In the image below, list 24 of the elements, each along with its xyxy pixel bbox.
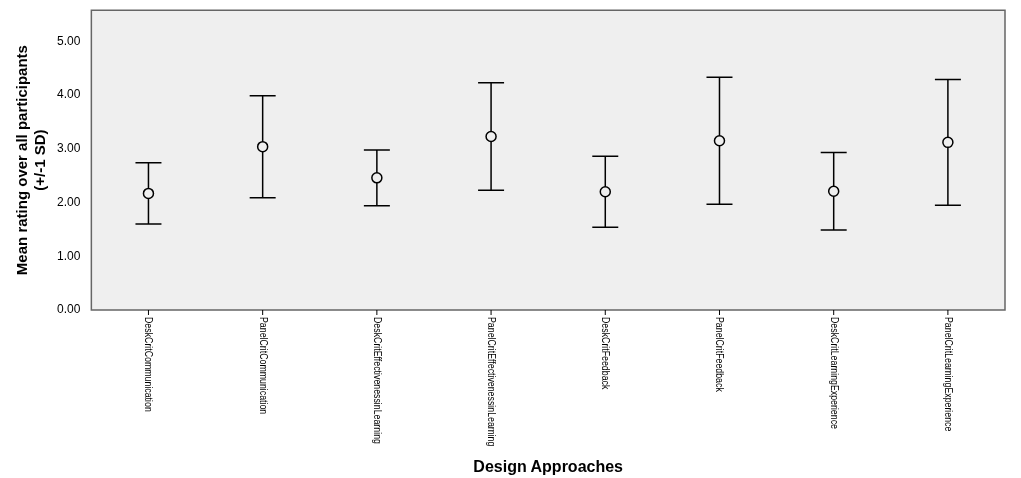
y-axis-title: Mean rating over all participants (+/-1 SD) [13,45,49,276]
y-tick-label: 2.00 [57,194,81,209]
y-tick-label: 4.00 [57,87,81,102]
point [371,172,383,184]
x-tick-label: DeskCritFeedback [600,317,613,390]
y-tick-label: 1.00 [57,248,81,263]
x-tick-label: DeskCritEffectivenessinLearning [371,317,384,444]
x-tick-label: DeskCritLearningExperience [828,317,841,430]
point [256,140,269,153]
y-tick-label: 3.00 [57,141,81,156]
x-tick-label: DeskCritCommunication [143,317,156,412]
point [827,185,840,198]
point [599,186,612,198]
x-axis-title: Design Approaches [473,458,624,476]
point [485,130,497,143]
x-tick-label: PanelCritLearningExperience [942,317,955,432]
x-tick-label: PanelCritCommunication [257,317,270,415]
y-tick-label: 0.00 [57,302,81,317]
y-tick-label: 5.00 [57,33,81,48]
point [142,187,155,200]
x-tick-label: PanelCritFeedback [714,317,727,392]
x-tick-label: PanelCritEffectivenessinLearning [485,317,498,447]
point [713,135,726,147]
point [942,136,954,149]
